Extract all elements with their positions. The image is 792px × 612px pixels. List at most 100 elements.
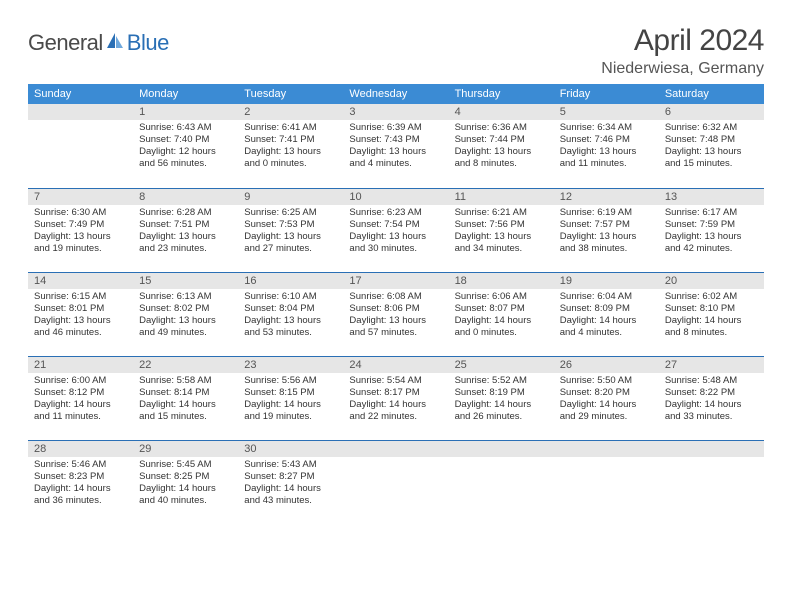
sunrise-text: Sunrise: 6:15 AM	[34, 291, 127, 303]
day-number: 12	[554, 189, 659, 205]
title-block: April 2024 Niederwiesa, Germany	[601, 24, 764, 78]
day-number: 5	[554, 104, 659, 120]
daylight-text: Daylight: 13 hours and 38 minutes.	[560, 231, 653, 255]
daylight-text: Daylight: 13 hours and 34 minutes.	[455, 231, 548, 255]
sunrise-text: Sunrise: 5:46 AM	[34, 459, 127, 471]
day-number: 3	[343, 104, 448, 120]
daylight-text: Daylight: 14 hours and 0 minutes.	[455, 315, 548, 339]
day-number: 6	[659, 104, 764, 120]
sunrise-text: Sunrise: 6:41 AM	[244, 122, 337, 134]
sunset-text: Sunset: 8:06 PM	[349, 303, 442, 315]
day-number: 28	[28, 441, 133, 457]
day-number: 7	[28, 189, 133, 205]
day-number: 8	[133, 189, 238, 205]
calendar-day-cell: 1Sunrise: 6:43 AMSunset: 7:40 PMDaylight…	[133, 104, 238, 188]
calendar-week-row: 14Sunrise: 6:15 AMSunset: 8:01 PMDayligh…	[28, 272, 764, 356]
calendar-day-cell: 5 Sunrise: 6:34 AMSunset: 7:46 PMDaylight…	[554, 104, 659, 188]
weekday-header: Thursday	[449, 84, 554, 104]
sunrise-text: Sunrise: 6:39 AM	[349, 122, 442, 134]
day-details: Sunrise: 6:02 AMSunset: 8:10 PMDaylight:…	[659, 289, 764, 340]
daylight-text: Daylight: 13 hours and 15 minutes.	[665, 146, 758, 170]
weekday-header: Saturday	[659, 84, 764, 104]
daylight-text: Daylight: 14 hours and 4 minutes.	[560, 315, 653, 339]
calendar-table: SundayMondayTuesdayWednesdayThursdayFrid…	[28, 84, 764, 524]
logo-text-blue: Blue	[127, 30, 169, 56]
calendar-day-cell	[343, 440, 448, 524]
day-number: 2	[238, 104, 343, 120]
sunrise-text: Sunrise: 5:43 AM	[244, 459, 337, 471]
day-details: Sunrise: 5:50 AMSunset: 8:20 PMDaylight:…	[554, 373, 659, 424]
day-details: Sunrise: 5:56 AMSunset: 8:15 PMDaylight:…	[238, 373, 343, 424]
calendar-day-cell: 27Sunrise: 5:48 AMSunset: 8:22 PMDayligh…	[659, 356, 764, 440]
sunset-text: Sunset: 8:04 PM	[244, 303, 337, 315]
sunset-text: Sunset: 8:12 PM	[34, 387, 127, 399]
sail-icon	[105, 31, 125, 56]
calendar-week-row: 7 Sunrise: 6:30 AMSunset: 7:49 PM Daylight…	[28, 188, 764, 272]
day-details: Sunrise: 6:21 AMSunset: 7:56 PMDaylight:…	[449, 205, 554, 256]
weekday-header: Tuesday	[238, 84, 343, 104]
day-number: 21	[28, 357, 133, 373]
daylight-text: Daylight: 13 hours and 4 minutes.	[349, 146, 442, 170]
calendar-day-cell: 19Sunrise: 6:04 AMSunset: 8:09 PMDayligh…	[554, 272, 659, 356]
sunset-text: Sunset: 7:46 PM	[560, 134, 653, 146]
day-number: 23	[238, 357, 343, 373]
day-details: Sunrise: 5:54 AMSunset: 8:17 PMDaylight:…	[343, 373, 448, 424]
sunrise-text: Sunrise: 6:25 AM	[244, 207, 337, 219]
sunset-text: Sunset: 7:51 PM	[139, 219, 232, 231]
daylight-text: Daylight: 13 hours and 0 minutes.	[244, 146, 337, 170]
calendar-day-cell: 28Sunrise: 5:46 AMSunset: 8:23 PMDayligh…	[28, 440, 133, 524]
calendar-day-cell: 21Sunrise: 6:00 AMSunset: 8:12 PMDayligh…	[28, 356, 133, 440]
header: General Blue April 2024 Niederwiesa, Ger…	[28, 24, 764, 78]
sunset-text: Sunset: 7:44 PM	[455, 134, 548, 146]
daylight-text: Daylight: 14 hours and 29 minutes.	[560, 399, 653, 423]
sunrise-text: Sunrise: 6:30 AM	[34, 207, 127, 219]
sunrise-text: Sunrise: 6:04 AM	[560, 291, 653, 303]
calendar-day-cell: 23Sunrise: 5:56 AMSunset: 8:15 PMDayligh…	[238, 356, 343, 440]
day-number: 18	[449, 273, 554, 289]
calendar-day-cell: 13Sunrise: 6:17 AMSunset: 7:59 PMDayligh…	[659, 188, 764, 272]
daylight-text: Daylight: 14 hours and 40 minutes.	[139, 483, 232, 507]
day-number-empty	[28, 104, 133, 120]
logo-text-general: General	[28, 30, 103, 56]
day-number: 10	[343, 189, 448, 205]
sunset-text: Sunset: 8:14 PM	[139, 387, 232, 399]
calendar-day-cell: 12Sunrise: 6:19 AMSunset: 7:57 PMDayligh…	[554, 188, 659, 272]
sunrise-text: Sunrise: 6:43 AM	[139, 122, 232, 134]
sunset-text: Sunset: 7:49 PM	[34, 219, 127, 231]
day-number: 27	[659, 357, 764, 373]
day-number: 4	[449, 104, 554, 120]
day-number: 9	[238, 189, 343, 205]
day-number: 20	[659, 273, 764, 289]
calendar-day-cell: 14Sunrise: 6:15 AMSunset: 8:01 PMDayligh…	[28, 272, 133, 356]
calendar-day-cell: 6Sunrise: 6:32 AMSunset: 7:48 PMDaylight…	[659, 104, 764, 188]
day-number: 16	[238, 273, 343, 289]
sunrise-text: Sunrise: 5:56 AM	[244, 375, 337, 387]
day-number-empty	[659, 441, 764, 457]
page-title: April 2024	[601, 24, 764, 58]
daylight-text: Daylight: 14 hours and 11 minutes.	[34, 399, 127, 423]
day-details: Sunrise: 6:39 AMSunset: 7:43 PMDaylight:…	[343, 120, 448, 171]
calendar-day-cell	[659, 440, 764, 524]
day-details: Sunrise: 6:15 AMSunset: 8:01 PMDaylight:…	[28, 289, 133, 340]
day-details: Sunrise: 6:43 AMSunset: 7:40 PMDaylight:…	[133, 120, 238, 171]
weekday-header: Friday	[554, 84, 659, 104]
daylight-text: Daylight: 13 hours and 27 minutes.	[244, 231, 337, 255]
day-details: Sunrise: 6:13 AMSunset: 8:02 PMDaylight:…	[133, 289, 238, 340]
sunset-text: Sunset: 8:07 PM	[455, 303, 548, 315]
sunrise-text: Sunrise: 6:34 AM	[560, 122, 653, 134]
daylight-text: Daylight: 13 hours and 8 minutes.	[455, 146, 548, 170]
calendar-day-cell: 3Sunrise: 6:39 AMSunset: 7:43 PMDaylight…	[343, 104, 448, 188]
day-number-empty	[449, 441, 554, 457]
day-details: Sunrise: 6:28 AMSunset: 7:51 PMDaylight:…	[133, 205, 238, 256]
sunset-text: Sunset: 8:09 PM	[560, 303, 653, 315]
daylight-text: Daylight: 14 hours and 43 minutes.	[244, 483, 337, 507]
sunrise-text: Sunrise: 6:23 AM	[349, 207, 442, 219]
day-details: Sunrise: 6:19 AMSunset: 7:57 PMDaylight:…	[554, 205, 659, 256]
daylight-text: Daylight: 13 hours and 11 minutes.	[560, 146, 653, 170]
day-details: Sunrise: 6:08 AMSunset: 8:06 PMDaylight:…	[343, 289, 448, 340]
day-details: Sunrise: 6:00 AMSunset: 8:12 PMDaylight:…	[28, 373, 133, 424]
sunset-text: Sunset: 7:59 PM	[665, 219, 758, 231]
calendar-day-cell: 22Sunrise: 5:58 AMSunset: 8:14 PMDayligh…	[133, 356, 238, 440]
sunset-text: Sunset: 7:40 PM	[139, 134, 232, 146]
day-number: 26	[554, 357, 659, 373]
